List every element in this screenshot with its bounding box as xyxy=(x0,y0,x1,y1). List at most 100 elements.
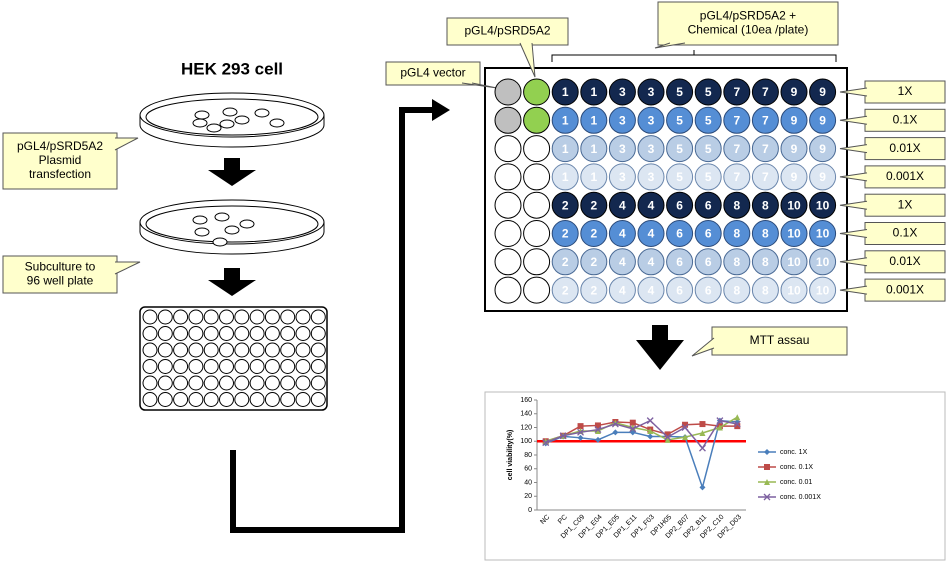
well-number: 1 xyxy=(590,142,597,156)
series-line xyxy=(545,419,738,450)
marker xyxy=(577,428,585,436)
control-well xyxy=(523,191,551,219)
callout-tail xyxy=(839,229,868,238)
sample-well xyxy=(751,78,779,106)
small-well xyxy=(264,309,280,325)
small-well xyxy=(264,359,280,374)
well-number: 5 xyxy=(676,142,683,156)
well-number: 4 xyxy=(619,198,626,212)
sample-well xyxy=(580,276,608,304)
small-well xyxy=(280,342,296,358)
marker xyxy=(698,444,706,452)
y-tick-label: 40 xyxy=(524,479,532,486)
control-well xyxy=(523,135,551,163)
down-arrow xyxy=(636,325,684,370)
small-well xyxy=(234,392,250,407)
callout-text: pGL4/pSRD5A2 + xyxy=(700,9,796,23)
y-tick-label: 140 xyxy=(520,411,532,418)
small-well xyxy=(264,392,280,407)
well-number: 9 xyxy=(819,113,826,127)
well-number: 10 xyxy=(816,198,830,212)
well-number: 3 xyxy=(648,142,655,156)
marker xyxy=(577,434,584,441)
sample-well xyxy=(608,191,636,219)
small-well xyxy=(188,359,204,374)
small-well xyxy=(188,326,204,341)
sample-well xyxy=(694,163,722,191)
sample-well xyxy=(666,135,694,163)
marker xyxy=(559,432,567,440)
small-well xyxy=(219,359,234,374)
sample-well xyxy=(637,106,665,134)
marker xyxy=(594,427,601,434)
small-well xyxy=(249,359,265,374)
cell xyxy=(214,212,230,222)
sample-well xyxy=(666,78,694,106)
well-number: 2 xyxy=(562,255,569,269)
small-well xyxy=(142,392,158,407)
dish-rim xyxy=(139,199,325,245)
small-well xyxy=(157,342,173,358)
well-number: 6 xyxy=(705,255,712,269)
marker xyxy=(699,484,706,491)
marker xyxy=(647,433,654,440)
well-number: 8 xyxy=(762,283,769,297)
small-well xyxy=(173,375,189,391)
sample-well xyxy=(780,78,808,106)
small-well xyxy=(219,326,234,341)
well-number: 7 xyxy=(762,113,769,127)
callout-text: 0.1X xyxy=(893,112,918,126)
marker xyxy=(664,436,671,443)
well-number: 7 xyxy=(762,85,769,99)
marker xyxy=(629,419,636,426)
well-number: 1 xyxy=(590,113,597,127)
sample-well xyxy=(780,220,808,247)
control-well xyxy=(494,248,522,276)
cell xyxy=(194,110,210,120)
callout-tail xyxy=(114,261,141,275)
sample-well xyxy=(637,163,665,191)
small-well xyxy=(157,392,173,407)
sample-well xyxy=(780,135,808,163)
well-number: 3 xyxy=(648,113,655,127)
sample-well xyxy=(608,276,636,304)
small-well xyxy=(188,375,204,391)
sample-well xyxy=(580,106,608,134)
well-number: 4 xyxy=(619,255,626,269)
y-tick-label: 160 xyxy=(520,397,532,404)
callout-text: 1X xyxy=(898,197,913,211)
marker xyxy=(594,436,601,443)
well-number: 7 xyxy=(733,170,740,184)
callout-text: pGL4 vector xyxy=(400,66,465,80)
callout-tail xyxy=(691,337,715,357)
well-number: 9 xyxy=(791,142,798,156)
cell xyxy=(269,118,285,128)
sample-well xyxy=(751,248,779,276)
well-number: 6 xyxy=(676,227,683,241)
cell xyxy=(192,215,208,225)
callout-tail xyxy=(114,137,139,151)
connector-line xyxy=(230,107,436,533)
small-well xyxy=(203,309,219,325)
well-number: 3 xyxy=(619,142,626,156)
sample-well xyxy=(694,135,722,163)
sample-well xyxy=(723,276,751,304)
sample-well xyxy=(723,163,751,191)
small-well xyxy=(203,392,219,407)
control-well xyxy=(523,220,551,247)
well-number: 5 xyxy=(705,113,712,127)
x-tick-label: PC xyxy=(557,514,569,526)
sample-well xyxy=(809,163,837,191)
cell xyxy=(212,237,228,247)
chart-frame xyxy=(484,391,946,561)
small-well xyxy=(280,375,296,391)
callout-text: 0.1X xyxy=(893,226,918,240)
callout-box xyxy=(446,17,569,46)
callout-text: MTT assau xyxy=(750,333,810,347)
arrow-head xyxy=(432,99,450,121)
sample-well xyxy=(694,106,722,134)
legend-label: conc. 0.001X xyxy=(780,494,821,501)
well-number: 9 xyxy=(819,142,826,156)
marker xyxy=(681,424,689,431)
